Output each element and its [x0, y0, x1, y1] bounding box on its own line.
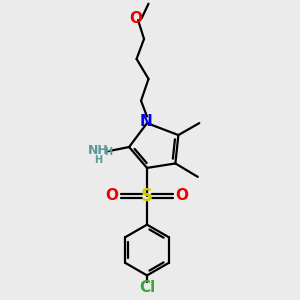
Text: S: S — [141, 187, 153, 205]
Text: H: H — [104, 147, 112, 157]
Text: O: O — [129, 11, 142, 26]
Text: Cl: Cl — [139, 280, 155, 296]
Text: H: H — [94, 154, 103, 165]
Text: O: O — [176, 188, 188, 203]
Text: O: O — [106, 188, 118, 203]
Text: NH: NH — [88, 143, 109, 157]
Text: N: N — [140, 114, 152, 129]
